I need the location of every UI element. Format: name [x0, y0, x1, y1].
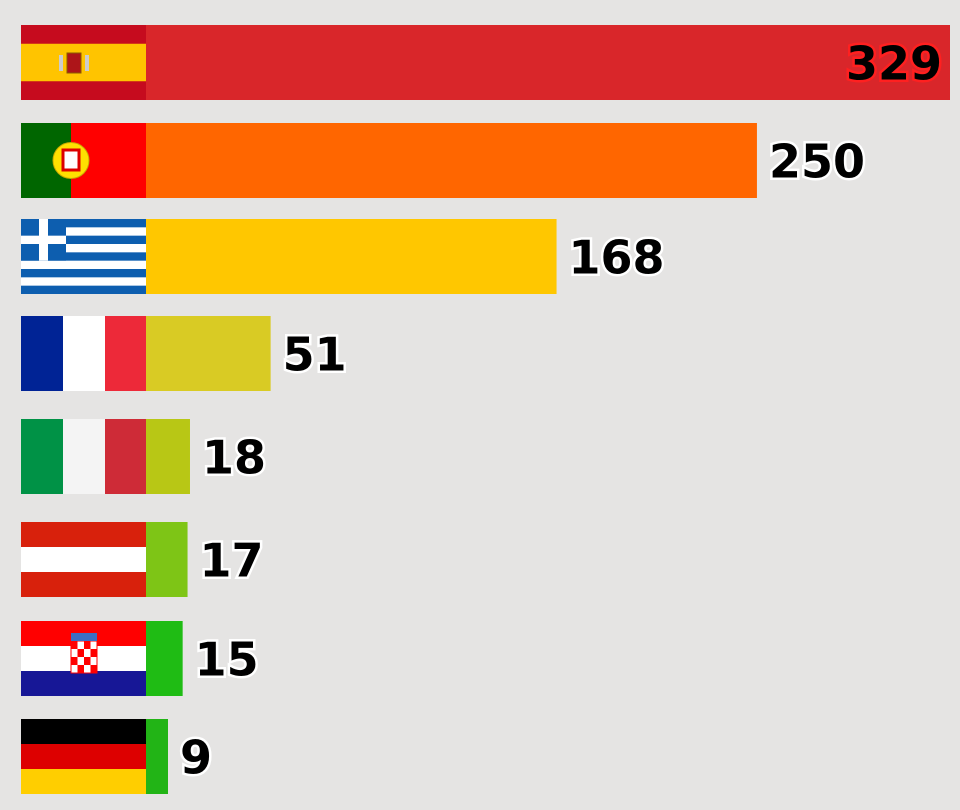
bar	[146, 419, 190, 494]
bar	[146, 25, 950, 100]
bar	[146, 522, 188, 597]
flag-germany	[21, 719, 146, 794]
bar	[146, 621, 183, 696]
bar	[146, 316, 271, 391]
flag-portugal	[21, 123, 146, 198]
bar	[146, 123, 757, 198]
value-label: 17	[200, 534, 264, 588]
value-label: 18	[202, 431, 266, 485]
value-label: 168	[569, 231, 665, 285]
flag-spain	[21, 25, 146, 100]
value-label: 9	[180, 731, 212, 785]
bar	[146, 719, 168, 794]
flag-greece	[21, 219, 146, 294]
flag-france	[21, 316, 146, 391]
flag-italy	[21, 419, 146, 494]
value-label: 15	[195, 633, 259, 687]
value-label: 250	[769, 135, 865, 189]
flag-croatia	[21, 621, 146, 696]
bar	[146, 219, 557, 294]
flag-austria	[21, 522, 146, 597]
value-label: 51	[283, 328, 347, 382]
value-label: 329	[846, 37, 942, 91]
